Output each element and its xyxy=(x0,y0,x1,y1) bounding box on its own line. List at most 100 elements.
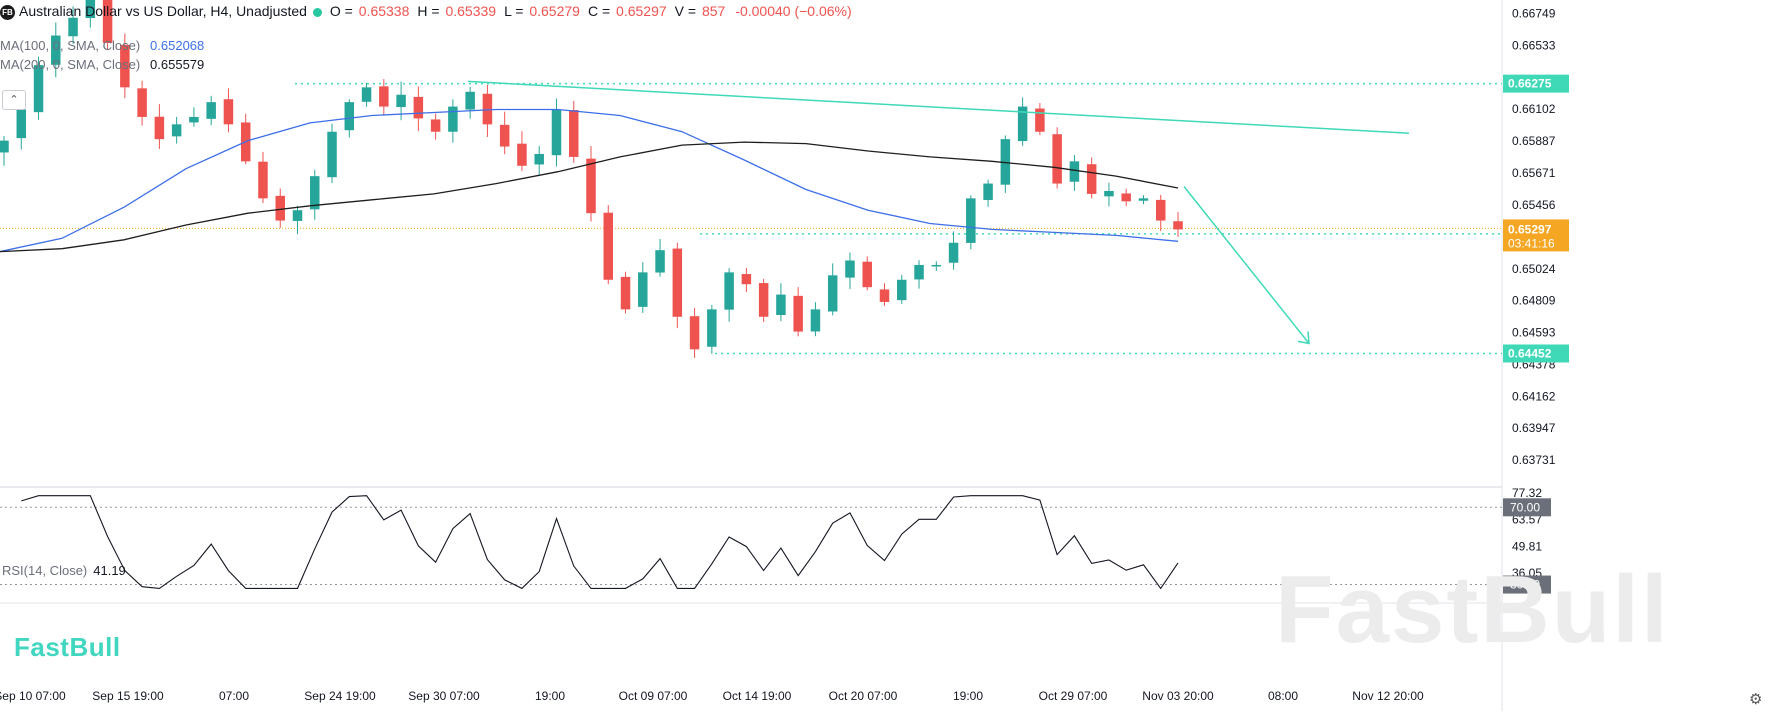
candle-body xyxy=(517,143,527,166)
ma100-value: 0.652068 xyxy=(150,38,205,53)
ohlc-key-o: O xyxy=(329,3,341,19)
projection-arrow[interactable] xyxy=(1183,186,1310,344)
symbol-row: FB Australian Dollar vs US Dollar, H4, Un… xyxy=(0,1,852,21)
fastbull-logo-icon: FB xyxy=(0,4,15,20)
chevron-up-icon: ⌃ xyxy=(9,94,19,106)
candle-body xyxy=(1035,108,1045,132)
ohlc-value-o: 0.65338 xyxy=(358,3,410,19)
candle-body xyxy=(586,158,596,214)
rsi-lower-tag-bg xyxy=(1503,575,1551,594)
arrowhead-icon xyxy=(1297,331,1310,345)
candle-body xyxy=(931,264,942,267)
time-tick-label: Sep 10 07:00 xyxy=(0,689,66,703)
collapse-legend-button[interactable]: ⌃ xyxy=(2,90,26,110)
time-tick-label: Sep 24 19:00 xyxy=(304,689,376,703)
candle-body xyxy=(948,242,959,263)
candle-body xyxy=(206,102,216,119)
candle-body xyxy=(638,272,648,307)
price-tick-label: 0.65671 xyxy=(1512,166,1556,180)
candle-body xyxy=(534,153,544,165)
bar-countdown: 03:41:16 xyxy=(1508,236,1555,250)
ohlc-values: O = 0.65338 H = 0.65339 L = 0.65279 C = 0.6… xyxy=(330,3,725,19)
candle-body xyxy=(1104,190,1114,197)
rsi-tick-label: 77.32 xyxy=(1512,486,1542,500)
candle-body xyxy=(482,93,493,125)
time-tick-label: Oct 20 07:00 xyxy=(829,689,898,703)
candle-body xyxy=(603,212,614,280)
candle-body xyxy=(292,210,303,221)
candle-body xyxy=(879,289,890,302)
price-tick-label: 0.64593 xyxy=(1512,326,1556,340)
candle-body xyxy=(499,124,510,147)
fastbull-brand: FastBull xyxy=(14,632,121,662)
support-price-label-bg xyxy=(1503,344,1569,363)
ohlc-equals: = xyxy=(683,3,700,19)
price-tick-label: 0.65456 xyxy=(1512,198,1556,212)
symbol-title[interactable]: Australian Dollar vs US Dollar, H4, Unad… xyxy=(19,3,307,19)
ma200-legend[interactable]: MA(200, 0, SMA, Close) 0.655579 xyxy=(0,54,204,74)
candle-body xyxy=(310,176,320,210)
ma100-legend[interactable]: MA(100, 0, SMA, Close) 0.652068 xyxy=(0,35,204,55)
current-price-label: 0.65297 xyxy=(1508,222,1552,236)
ohlc-value-v: 857 xyxy=(701,3,726,19)
candle-body xyxy=(396,94,406,108)
rsi-line[interactable] xyxy=(21,495,1179,590)
price-tick-label: 0.66102 xyxy=(1512,102,1556,116)
rsi-legend[interactable]: RSI(14, Close) 41.19 xyxy=(2,563,126,578)
candle-body xyxy=(1086,164,1097,194)
candle-body xyxy=(845,260,855,278)
candle-body xyxy=(810,309,821,332)
candle-body xyxy=(448,106,458,132)
descending-trendline[interactable] xyxy=(467,80,1410,134)
candle-body xyxy=(689,316,700,350)
candle-body xyxy=(85,0,96,19)
ma100-line[interactable] xyxy=(0,108,1179,253)
candle-body xyxy=(154,116,165,140)
time-tick-label: Oct 29 07:00 xyxy=(1039,689,1108,703)
rsi-label: RSI(14, Close) xyxy=(2,563,88,578)
rsi-upper-label: 70.00 xyxy=(1510,500,1540,514)
candle-body xyxy=(361,87,372,102)
support-price-label: 0.64452 xyxy=(1508,346,1552,360)
candle-body xyxy=(33,65,44,113)
candle-body xyxy=(1173,221,1183,230)
candle-body xyxy=(1155,199,1166,221)
candle-body xyxy=(465,91,475,110)
ohlc-equals: = xyxy=(427,3,444,19)
ma100-label: MA(100, 0, SMA, Close) xyxy=(0,38,141,53)
time-tick-label: 19:00 xyxy=(535,689,565,703)
resistance-price-label-bg xyxy=(1503,74,1569,93)
candle-body xyxy=(1017,106,1028,142)
candle-body xyxy=(776,294,786,316)
ohlc-equals: = xyxy=(340,3,357,19)
ohlc-key-c: C xyxy=(587,3,599,19)
candle-body xyxy=(344,102,355,131)
ohlc-key-h: H xyxy=(417,3,428,19)
ohlc-equals: = xyxy=(511,3,528,19)
candle-body xyxy=(1069,161,1080,182)
candle-body xyxy=(551,109,562,156)
candle-body xyxy=(793,295,803,332)
fastbull-watermark: FastBull xyxy=(1275,556,1670,663)
rsi-tick-label: 49.81 xyxy=(1512,539,1542,553)
ma200-line[interactable] xyxy=(0,141,1179,253)
candle-body xyxy=(0,140,9,153)
candle-body xyxy=(741,274,752,285)
candle-body xyxy=(620,276,631,310)
time-tick-label: Sep 15 19:00 xyxy=(92,689,164,703)
resistance-price-label: 0.66275 xyxy=(1508,77,1552,91)
candle-body xyxy=(327,131,337,178)
candle-body xyxy=(897,279,907,301)
candle-body xyxy=(914,264,924,280)
rsi-value: 41.19 xyxy=(93,563,126,578)
price-change: -0.00040 (−0.06%) xyxy=(735,3,852,19)
candle-body xyxy=(655,250,665,273)
current-price-tag-bg xyxy=(1503,219,1569,252)
time-tick-label: 08:00 xyxy=(1268,689,1298,703)
price-tick-label: 0.63731 xyxy=(1512,453,1556,467)
candle-body xyxy=(258,161,268,199)
candle-body xyxy=(413,96,424,119)
gear-icon[interactable]: ⚙ xyxy=(1749,691,1763,708)
candle-body xyxy=(1121,193,1131,202)
